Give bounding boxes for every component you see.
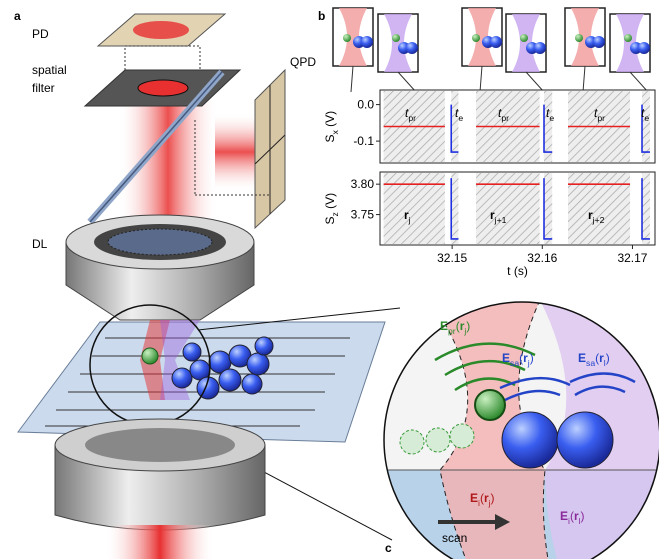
- inset-pointer: [398, 72, 416, 92]
- text-part: sa: [510, 358, 519, 368]
- text-part: e: [458, 113, 463, 123]
- text-part: S: [323, 216, 337, 224]
- figure: a b c PD spatial filter QPD DL scan 0.0 -…: [0, 0, 659, 559]
- inset-pointer: [583, 66, 585, 92]
- text-part: e: [549, 113, 554, 123]
- panel-label: a: [14, 9, 21, 23]
- text-part: ): [606, 351, 610, 365]
- spatial-filter-label: filter: [32, 81, 55, 95]
- x-tick-label: 32.15: [437, 251, 467, 265]
- trap-insets: [333, 8, 650, 92]
- particle: [472, 34, 480, 42]
- panel-label: c: [385, 541, 392, 555]
- x-tick-label: 32.17: [617, 251, 647, 265]
- text-part: E: [560, 509, 568, 523]
- text-part: pr: [408, 113, 416, 123]
- text-part: pr: [501, 113, 509, 123]
- text-part: ): [466, 319, 470, 333]
- text-part: E: [502, 351, 510, 365]
- inset-pointer: [526, 72, 544, 92]
- particle: [343, 34, 351, 42]
- text-part: j+1: [494, 215, 507, 225]
- text-part: S: [323, 134, 337, 142]
- y-axis-label: Sz (V): [323, 193, 340, 225]
- sphere: [490, 36, 502, 48]
- particle: [520, 34, 528, 42]
- sphere: [534, 42, 546, 54]
- text-part: e: [644, 113, 649, 123]
- text-part: E: [578, 351, 586, 365]
- text-part: (V): [323, 111, 337, 130]
- text-part: j+2: [592, 215, 605, 225]
- text-part: j: [408, 215, 411, 225]
- particle: [392, 34, 400, 42]
- text-part: pr: [448, 326, 456, 336]
- y-axis-label: Sx (V): [323, 111, 340, 143]
- sphere: [593, 36, 605, 48]
- escape-window: [451, 173, 458, 244]
- y-tick-label: -0.1: [353, 134, 374, 148]
- text-part: ): [491, 491, 495, 505]
- pd-label: PD: [32, 27, 49, 41]
- particle: [624, 34, 632, 42]
- escape-window: [544, 173, 552, 244]
- sphere: [638, 42, 650, 54]
- dl-label: DL: [32, 237, 48, 251]
- y-tick-label: 0.0: [357, 98, 374, 112]
- scan-label: scan: [442, 531, 467, 545]
- qpd-label: QPD: [290, 55, 316, 69]
- optics-diagram: [18, 14, 400, 559]
- text-part: ): [530, 351, 534, 365]
- x-tick-label: 32.16: [527, 251, 557, 265]
- text-part: pr: [597, 113, 605, 123]
- text-part: E: [440, 319, 448, 333]
- panel-label: b: [318, 9, 325, 23]
- text-part: E: [470, 491, 478, 505]
- text-part: (V): [323, 193, 337, 212]
- spatial-filter-label: spatial: [32, 63, 67, 77]
- particle: [575, 34, 583, 42]
- escape-window: [642, 173, 650, 244]
- text-part: ): [581, 509, 585, 523]
- inset-pointer: [351, 66, 353, 92]
- text-part: sa: [586, 358, 595, 368]
- zoom-view: [380, 300, 659, 559]
- inset-pointer: [630, 72, 648, 92]
- sphere: [406, 42, 418, 54]
- y-tick-label: 3.75: [351, 208, 375, 222]
- sphere: [361, 36, 373, 48]
- y-tick-label: 3.80: [351, 177, 375, 191]
- x-axis-label: t (s): [507, 264, 528, 278]
- inset-pointer: [480, 66, 482, 92]
